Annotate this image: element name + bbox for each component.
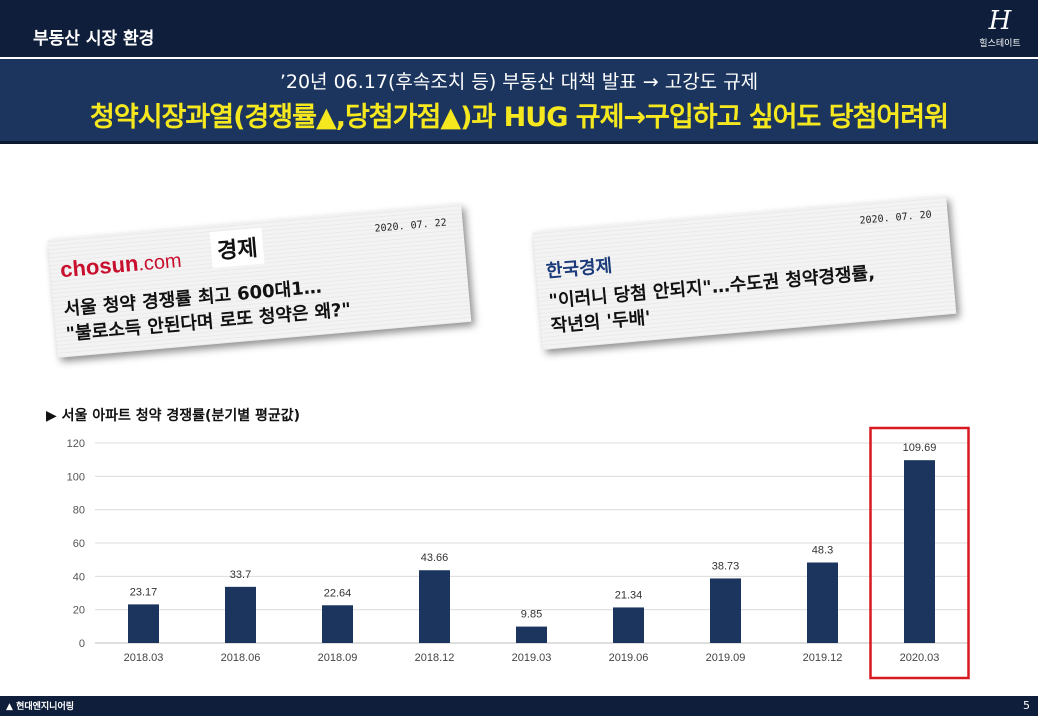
chosun-logo-main: chosun (59, 250, 140, 283)
clipping-date: 2020. 07. 20 (859, 209, 933, 227)
x-tick-label: 2018.06 (221, 652, 261, 664)
highlight-box (869, 426, 970, 680)
bar-value-label: 48.3 (812, 545, 833, 557)
chart-bar (419, 570, 450, 643)
bar-value-label: 9.85 (521, 609, 542, 621)
bar-value-label: 109.69 (903, 442, 937, 454)
x-tick-label: 2018.03 (124, 652, 164, 664)
y-tick-label: 60 (73, 538, 85, 550)
bar-value-label: 23.17 (130, 586, 158, 598)
section-title: 부동산 시장 환경 (33, 29, 155, 49)
banner-headline: 청약시장과열(경쟁률▲,당첨가점▲)과 HUG 규제→구입하고 싶어도 당첨어려… (90, 102, 949, 133)
x-tick-label: 2019.06 (609, 652, 649, 664)
y-tick-label: 20 (73, 605, 85, 617)
page-number: 5 (1023, 699, 1030, 712)
top-bar: 부동산 시장 환경 H 힐스테이트 (0, 0, 1038, 57)
x-tick-label: 2019.03 (512, 652, 552, 664)
chosun-logo: chosun.com (59, 247, 182, 283)
y-tick-label: 0 (79, 638, 85, 650)
chart-bar (613, 607, 644, 643)
chosun-section-label: 경제 (209, 227, 265, 269)
bar-value-label: 21.34 (615, 589, 643, 601)
chart-title: ▶ 서울 아파트 청약 경쟁률(분기별 평균값) (46, 408, 301, 424)
chart-bar (904, 460, 935, 643)
news-clipping-hankyung: 한국경제 2020. 07. 20 "이러니 당첨 안되지"…수도권 청약경쟁률… (532, 196, 957, 350)
x-tick-label: 2019.09 (706, 652, 746, 664)
y-tick-label: 80 (73, 505, 85, 517)
hankyung-logo: 한국경제 (545, 255, 614, 283)
chart-bar (322, 605, 353, 643)
y-tick-label: 120 (67, 438, 85, 450)
clipping-date: 2020. 07. 22 (374, 217, 448, 235)
y-tick-label: 40 (73, 571, 85, 583)
x-tick-label: 2018.12 (415, 652, 455, 664)
bar-value-label: 33.7 (230, 569, 251, 581)
chart-bar (225, 586, 256, 643)
logo-mark: H (988, 6, 1012, 36)
competition-rate-bar-chart: 0 20 40 60 80 100 120 23.17 2018.03 33.7 2018.06 22… (67, 426, 970, 680)
banner-subheadline: ’20년 06.17(후속조치 등) 부동산 대책 발표 → 고강도 규제 (279, 71, 759, 93)
chart-bar (128, 604, 159, 643)
bar-value-label: 43.66 (421, 552, 449, 564)
logo-text: 힐스테이트 (979, 39, 1021, 49)
clipping-headline: 서울 청약 경쟁률 최고 600대1… "불로소득 안된다며 로또 청약은 왜?… (63, 272, 352, 347)
headline-banner: ’20년 06.17(후속조치 등) 부동산 대책 발표 → 고강도 규제 청약… (0, 59, 1038, 144)
chart-bar (710, 578, 741, 643)
x-tick-label: 2020.03 (900, 652, 940, 664)
bar-value-label: 38.73 (712, 560, 740, 572)
footer-bar: ▲ 현대엔지니어링 5 (0, 696, 1038, 716)
chart-bar (807, 562, 838, 643)
news-clipping-chosun: chosun.com 경제 2020. 07. 22 서울 청약 경쟁률 최고 … (47, 204, 472, 358)
footer-brand: ▲ 현대엔지니어링 (6, 702, 75, 712)
chosun-logo-suffix: .com (137, 249, 183, 276)
x-tick-label: 2019.12 (803, 652, 843, 664)
chart-bar (516, 626, 547, 643)
bar-value-label: 22.64 (324, 587, 352, 599)
footer-brand-text: 현대엔지니어링 (16, 702, 75, 712)
hillstate-logo: H 힐스테이트 (976, 6, 1024, 52)
y-tick-label: 100 (67, 471, 85, 483)
x-tick-label: 2018.09 (318, 652, 358, 664)
